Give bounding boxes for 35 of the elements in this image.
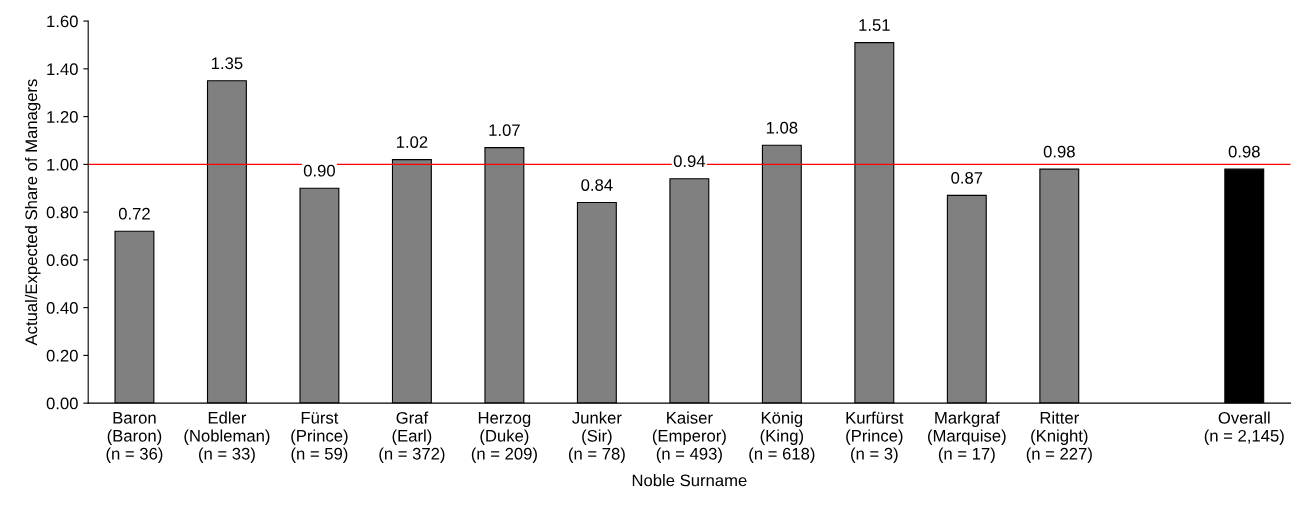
data-label: 0.98 bbox=[1228, 145, 1260, 158]
y-tick-label: 0.60 bbox=[46, 254, 78, 267]
y-tick-label: 0.80 bbox=[46, 206, 78, 219]
data-label: 0.94 bbox=[673, 155, 706, 168]
data-label: 0.98 bbox=[1043, 145, 1075, 158]
y-tick-label: 0.40 bbox=[46, 302, 78, 314]
y-tick-label: 0.20 bbox=[46, 349, 78, 362]
x-tick-label: Kurfürst (Prince) (n = 3) bbox=[846, 411, 904, 463]
y-tick-label: 0.00 bbox=[46, 397, 78, 410]
x-tick-label: Kaiser (Emperor) (n = 493) bbox=[652, 411, 726, 463]
y-axis-title: Actual/Expected Share of Managers bbox=[24, 79, 41, 346]
x-tick-label: Herzog (Duke) (n = 209) bbox=[471, 412, 537, 463]
x-tick-label: Overall (n = 2,145) bbox=[1204, 411, 1284, 445]
x-axis-title: Noble Surname bbox=[632, 474, 747, 487]
x-tick-label: König (King) (n = 618) bbox=[749, 411, 815, 463]
x-tick-label: Ritter (Knight) (n = 227) bbox=[1026, 411, 1092, 463]
y-tick-label: 1.60 bbox=[47, 15, 78, 28]
data-label: 1.07 bbox=[489, 124, 520, 137]
x-tick-label: Fürst (Prince) (n = 59) bbox=[291, 412, 348, 463]
x-tick-label: Baron (Baron) (n = 36) bbox=[106, 412, 163, 463]
data-label: 0.87 bbox=[951, 171, 983, 184]
x-tick-label: Junker (Sir) (n = 78) bbox=[568, 411, 625, 463]
data-label: 0.72 bbox=[118, 207, 150, 220]
data-label: 0.84 bbox=[581, 179, 613, 191]
x-tick-label: Edler (Nobleman) (n = 33) bbox=[184, 411, 270, 463]
data-label: 1.08 bbox=[766, 121, 798, 134]
data-label: 0.90 bbox=[303, 164, 335, 177]
x-tick-label: Graf (Earl) (n = 372) bbox=[379, 411, 445, 463]
y-tick-label: 1.20 bbox=[47, 111, 78, 123]
y-tick-label: 1.00 bbox=[47, 158, 78, 171]
data-label: 1.51 bbox=[859, 19, 890, 31]
x-tick-label: Markgraf (Marquise) (n = 17) bbox=[928, 411, 1006, 463]
data-label: 1.02 bbox=[396, 136, 428, 148]
data-label: 1.35 bbox=[211, 57, 243, 70]
y-tick-label: 1.40 bbox=[47, 63, 78, 76]
